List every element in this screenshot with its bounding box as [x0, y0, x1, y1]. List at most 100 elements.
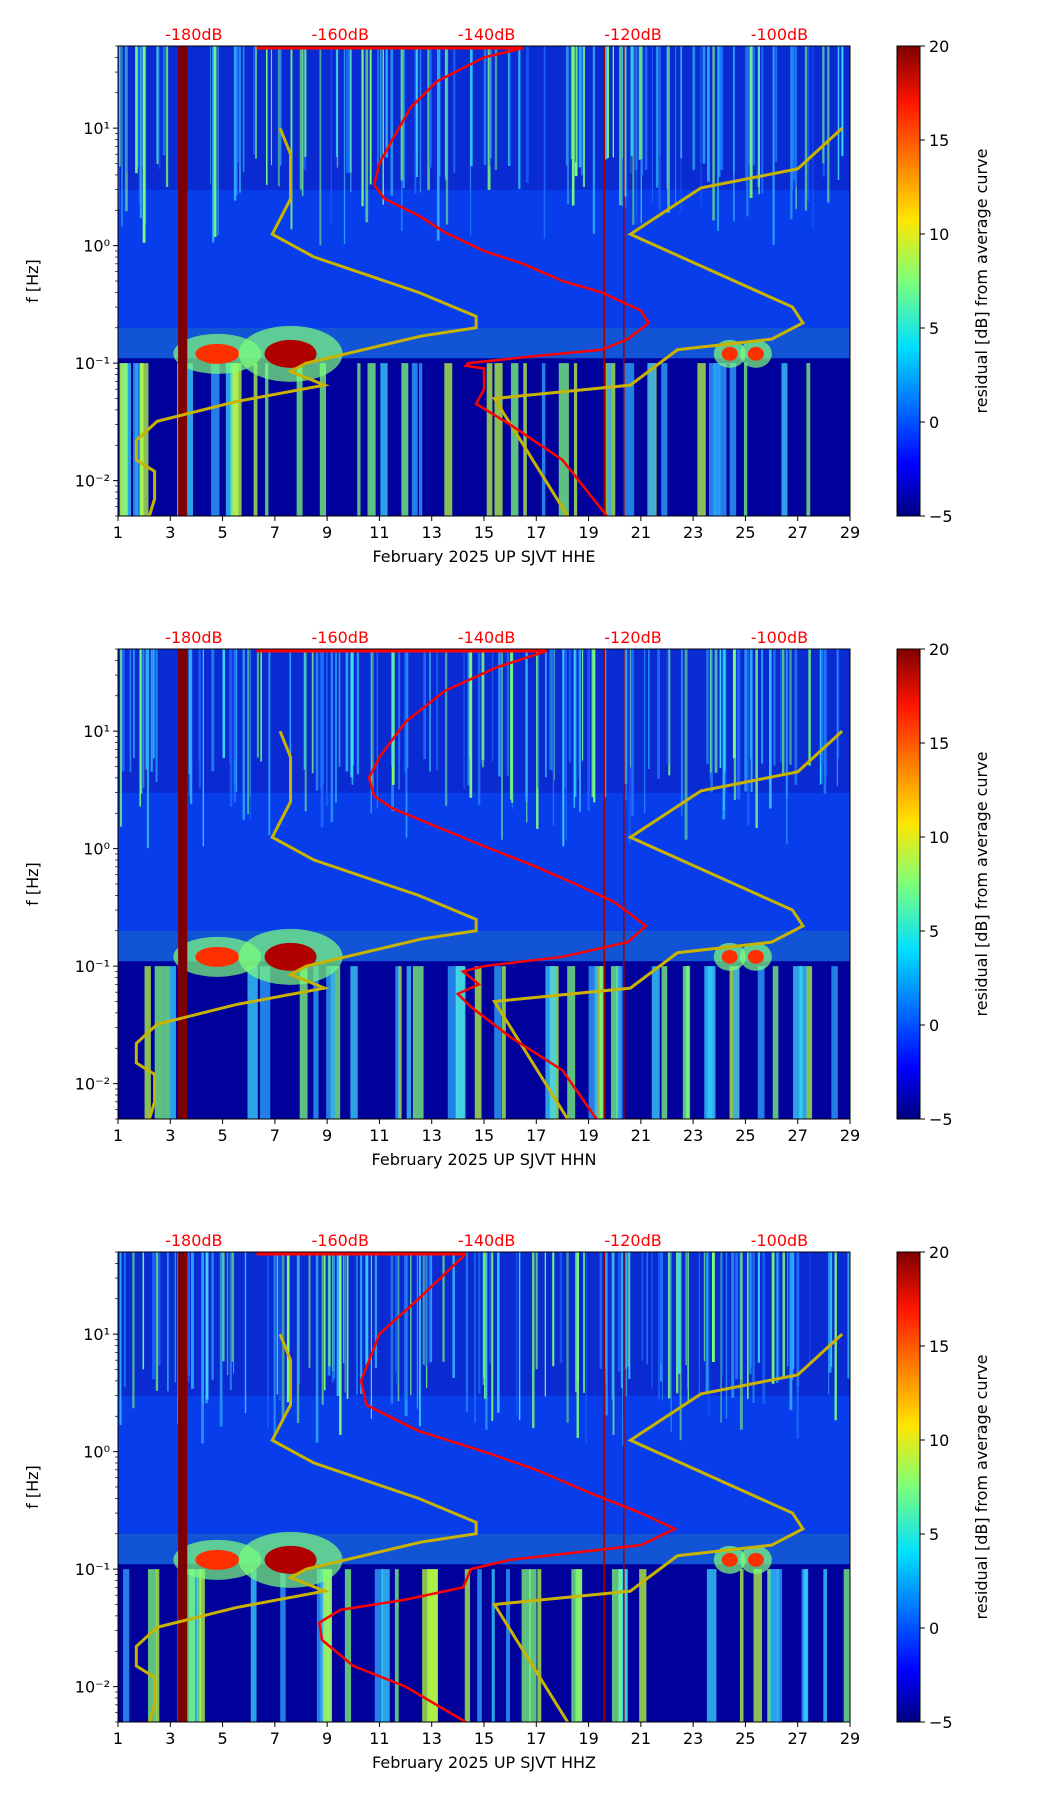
spectrogram-cell: [453, 46, 456, 173]
spectrogram-cell: [482, 1252, 484, 1385]
y-axis-label: f [Hz]: [23, 1465, 42, 1509]
spectrogram-cell: [455, 966, 466, 1119]
spectrogram-cell: [591, 649, 594, 798]
spectrogram-cell: [651, 1252, 653, 1389]
spectrogram-cell: [574, 1252, 578, 1392]
db-scale-label: -140dB: [458, 1231, 515, 1250]
spectrogram-cell: [416, 1252, 419, 1409]
spectrogram-cell: [494, 363, 503, 516]
spectrogram-cell: [651, 966, 660, 1119]
spectrogram-cell: [541, 363, 546, 516]
spectrogram-cell: [577, 649, 580, 778]
spectrogram-cell: [568, 649, 572, 763]
spectrogram-cell: [268, 649, 271, 836]
spectrogram-cell: [670, 1252, 672, 1432]
spectrogram-cell: [594, 966, 603, 1119]
colorbar-tick-label: 0: [929, 1016, 939, 1035]
spectrogram-cell: [552, 1252, 555, 1367]
x-tick-label: 25: [735, 1126, 755, 1145]
x-tick-label: 25: [735, 523, 755, 542]
spectrogram-cell: [518, 46, 521, 189]
spectrogram-cell: [739, 1569, 744, 1722]
spectrogram-cell: [624, 46, 627, 197]
spectrogram-cell: [543, 46, 546, 239]
spectrogram-cell: [657, 649, 660, 779]
colorbar-tick-label: 5: [929, 1525, 939, 1544]
spectrogram-cell: [442, 1252, 445, 1362]
spectrogram-cell: [841, 46, 844, 157]
spectrogram-cell: [429, 46, 432, 168]
spectrogram-cell: [582, 649, 584, 761]
y-tick-label: 10⁻¹: [75, 957, 110, 976]
spectrogram-cell: [834, 1252, 837, 1421]
spectrogram-cell: [828, 1252, 832, 1373]
microseism-blob: [721, 346, 738, 361]
y-tick-label: 10¹: [83, 722, 110, 741]
spectrogram-cell: [648, 649, 650, 770]
x-tick-label: 13: [422, 523, 442, 542]
spectrogram-cell: [382, 46, 384, 205]
spectrogram-cell: [191, 1252, 194, 1389]
spectrogram-cell: [376, 649, 379, 809]
spectrogram-cell: [494, 966, 502, 1119]
spectrogram-cell: [209, 46, 212, 184]
spectrogram-cell: [187, 1252, 190, 1383]
spectrogram-cell: [256, 649, 259, 758]
spectrogram-cell: [253, 363, 258, 516]
db-scale-label: -160dB: [311, 25, 368, 44]
spectrogram-cell: [837, 46, 840, 181]
spectrogram-cell: [571, 1569, 583, 1722]
spectrogram-cell: [247, 649, 250, 815]
spectrogram-cell: [370, 1252, 372, 1419]
spectrogram-cell: [720, 1252, 722, 1423]
spectrogram-cell: [825, 649, 828, 777]
spectrogram-cell: [692, 46, 696, 170]
spectrogram-cell: [676, 1252, 679, 1394]
spectrogram-cell: [139, 649, 141, 807]
microseism-blob: [721, 949, 738, 964]
spectrogram-cell: [402, 46, 405, 189]
spectrogram-cell: [575, 46, 577, 163]
spectrogram-cell: [205, 1252, 209, 1404]
spectrogram-cell: [624, 649, 628, 784]
colorbar-tick-label: 20: [929, 37, 949, 56]
spectrogram-cell: [617, 966, 622, 1119]
spectrogram-cell: [697, 363, 706, 516]
spectrogram-cell: [704, 966, 713, 1119]
spectrogram-cell: [599, 966, 606, 1119]
y-tick-label: 10⁻¹: [75, 354, 110, 373]
spectrogram-cell: [666, 649, 670, 765]
microseism-blob: [264, 942, 317, 971]
spectrogram-cell: [230, 363, 239, 516]
spectrogram-cell: [365, 1252, 369, 1365]
spectrogram-cell: [716, 649, 718, 768]
spectrogram-cell: [404, 1252, 407, 1400]
spectrogram-cell: [419, 1252, 421, 1385]
colorbar: [896, 45, 921, 517]
spectrogram-cell: [229, 649, 233, 807]
spectrogram-cell: [260, 649, 263, 762]
spectrogram-cell: [247, 966, 258, 1119]
spectrogram-cell: [711, 1252, 715, 1363]
spectrogram-cell: [198, 649, 202, 789]
spectrogram-cell: [731, 1252, 735, 1398]
x-tick-label: 21: [631, 1126, 651, 1145]
spectrogram-cell: [612, 46, 614, 158]
db-scale-label: -100dB: [751, 628, 808, 647]
spectrogram-cell: [124, 363, 128, 516]
colorbar-tick-label: 10: [929, 1431, 949, 1450]
spectrogram-cell: [757, 966, 765, 1119]
spectrogram-cell: [743, 363, 748, 516]
spectrogram-cell: [501, 966, 506, 1119]
spectrogram-cell: [152, 649, 155, 759]
x-tick-label: 13: [422, 1729, 442, 1748]
spectrogram-cell: [320, 649, 324, 828]
spectrogram-cell: [792, 46, 794, 190]
y-tick-label: 10¹: [83, 119, 110, 138]
spectrogram-cell: [525, 649, 528, 802]
spectrogram-cell: [535, 1252, 538, 1370]
spectrogram-cell: [414, 46, 417, 194]
spectrogram-cell: [823, 1569, 828, 1722]
spectrogram-cell: [152, 1252, 156, 1380]
series-line-high-noise-model: [491, 127, 844, 516]
